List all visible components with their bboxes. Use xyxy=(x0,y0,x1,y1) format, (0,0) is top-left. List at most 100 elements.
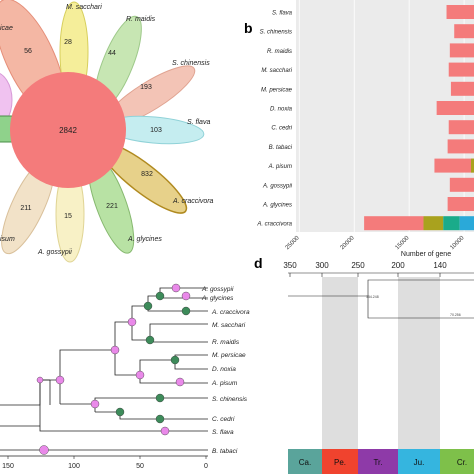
branch-lachn-eriosom xyxy=(60,403,96,412)
bar-chart-panel: b S. flava S. chinensis R. maidis M. saccha… xyxy=(244,0,474,258)
bar xyxy=(448,62,474,77)
bar xyxy=(454,24,474,39)
bar xyxy=(446,5,474,19)
bar xyxy=(450,81,474,96)
period-band-jurassic xyxy=(398,277,440,449)
label-partial-top: icae xyxy=(0,25,13,32)
node-marker xyxy=(160,426,170,436)
bar-segment xyxy=(443,216,460,231)
period-cretaceous xyxy=(440,449,474,474)
label-s-flava: S. flava xyxy=(187,119,210,126)
bar-series xyxy=(364,5,474,231)
count-a-gossypii: 15 xyxy=(64,213,72,220)
label-s-chinensis: S. chinensis xyxy=(172,60,210,67)
period-label: Cr. xyxy=(457,458,467,467)
bar-segment xyxy=(471,158,474,173)
bar-x-tick-label: 10000 xyxy=(449,235,466,252)
panel-label-d: d xyxy=(254,255,263,271)
node-marker xyxy=(55,375,65,385)
bar-segment xyxy=(423,216,444,231)
bar-category-label: A. gossypii xyxy=(262,183,293,189)
bar-category-label: A. craccivora xyxy=(256,222,292,228)
tip-a-pisum xyxy=(139,375,208,384)
node-marker xyxy=(135,370,145,380)
branch-myzus xyxy=(139,359,175,375)
count-a-craccivora: 832 xyxy=(141,171,153,178)
branch-aphidini xyxy=(131,305,148,322)
period-band-permian xyxy=(322,277,358,449)
bar-x-tick-label: 15000 xyxy=(395,235,412,252)
taxon-label: C. cedri xyxy=(212,416,235,423)
bar-category-label: A. pisum xyxy=(268,164,292,170)
tip-d-noxia xyxy=(174,360,208,370)
node-marker xyxy=(36,376,44,384)
tree-node-markers xyxy=(36,283,191,455)
center-count: 2842 xyxy=(59,126,77,135)
tip-m-persicae xyxy=(174,354,208,360)
period-label: Ju. xyxy=(414,458,425,467)
tree-taxon-labels: A. gossypii A. glycines A. craccivora M.… xyxy=(201,286,250,455)
node-marker xyxy=(171,283,181,293)
timescale-tick: 200 xyxy=(391,261,405,270)
label-r-maidis: R. maidis xyxy=(126,16,156,23)
bar xyxy=(447,139,474,154)
tree-axis-tick: 150 xyxy=(2,463,14,470)
tip-c-cedri xyxy=(95,411,208,420)
branch-rhop xyxy=(131,322,150,341)
node-marker xyxy=(145,335,155,345)
taxon-label: A. glycines xyxy=(201,295,234,302)
period-jurassic xyxy=(398,449,440,474)
label-a-gossypii: A. gossypii xyxy=(37,249,72,256)
timescale-tick: 300 xyxy=(315,261,329,270)
node-marker xyxy=(181,291,191,301)
bar xyxy=(449,43,474,58)
node-marker xyxy=(127,317,137,327)
flower-center xyxy=(10,72,126,188)
timescale-tick: 140 xyxy=(433,261,447,270)
node-marker xyxy=(110,345,120,355)
taxon-label: D. noxia xyxy=(212,366,236,373)
node-marker xyxy=(155,414,165,424)
taxon-label: S. chinensis xyxy=(212,396,248,403)
count-r-maidis: 44 xyxy=(108,50,116,57)
bar-x-axis-label: Number of gene xyxy=(401,251,451,258)
bar-segment xyxy=(364,216,424,231)
count-s-chinensis: 193 xyxy=(140,84,152,91)
period-triassic xyxy=(358,449,398,474)
branch-macro xyxy=(114,350,140,376)
taxon-label: S. flava xyxy=(212,429,234,436)
count-a-pisum: 211 xyxy=(20,205,31,212)
branch-aphid-stem xyxy=(59,349,115,380)
count-a-glycines: 221 xyxy=(106,203,118,210)
taxon-label: A. pisum xyxy=(211,380,238,387)
label-partial-bottom: isum xyxy=(0,236,15,243)
node-marker xyxy=(181,306,191,316)
timescale-tick: 250 xyxy=(351,261,365,270)
period-label: Tr. xyxy=(373,458,382,467)
panel-label-b: b xyxy=(244,20,253,36)
label-a-glycines: A. glycines xyxy=(127,236,162,243)
bar-x-tick-labels: 25000 20000 15000 10000 xyxy=(285,235,466,252)
branch-aphid-crown xyxy=(114,321,132,350)
taxon-label: A. craccivora xyxy=(211,309,250,316)
node-marker xyxy=(143,301,153,311)
taxon-label: R. maidis xyxy=(212,339,240,346)
timescale-tree-branch xyxy=(367,279,474,296)
taxon-label: A. gossypii xyxy=(201,286,234,293)
bar xyxy=(449,177,474,192)
bar-category-label: S. chinensis xyxy=(260,30,292,36)
timescale-node-label: 70.256 xyxy=(450,313,461,317)
petal-left-pink xyxy=(0,73,13,127)
count-m-sacchari: 28 xyxy=(64,39,72,46)
tip-r-maidis xyxy=(149,340,208,343)
node-marker xyxy=(39,445,49,455)
bar xyxy=(436,101,474,115)
timescale-panel: d 350 300 250 200 140 154.248 70.256 xyxy=(254,255,474,474)
period-label: Ca. xyxy=(299,458,311,467)
bar-x-tick-label: 25000 xyxy=(285,235,302,252)
bar-category-label: D. noxia xyxy=(270,107,293,113)
tree-axis-tick: 100 xyxy=(68,463,80,470)
period-permian xyxy=(322,449,358,474)
bar-category-label: R. maidis xyxy=(267,49,292,55)
